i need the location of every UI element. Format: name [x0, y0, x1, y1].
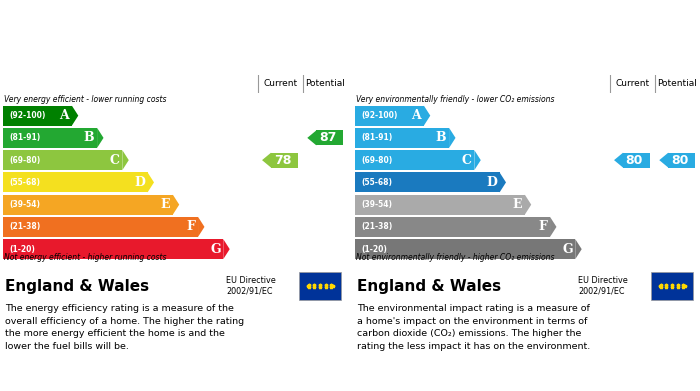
Text: D: D	[134, 176, 145, 189]
Bar	[355, 172, 500, 192]
Text: Environmental Impact (CO₂) Rating: Environmental Impact (CO₂) Rating	[357, 56, 603, 69]
Polygon shape	[659, 152, 668, 168]
Polygon shape	[198, 217, 204, 237]
Text: B: B	[436, 131, 447, 144]
Text: (1-20): (1-20)	[361, 245, 387, 254]
Polygon shape	[72, 106, 78, 126]
Text: (92-100): (92-100)	[361, 111, 398, 120]
Polygon shape	[173, 195, 179, 215]
Text: E: E	[512, 198, 522, 211]
Text: (39-54): (39-54)	[9, 200, 40, 209]
Text: Very environmentally friendly - lower CO₂ emissions: Very environmentally friendly - lower CO…	[356, 95, 554, 104]
Bar	[3, 128, 97, 148]
Text: (69-80): (69-80)	[9, 156, 41, 165]
Bar	[3, 195, 173, 215]
Polygon shape	[475, 150, 481, 170]
Text: 78: 78	[274, 154, 291, 167]
Text: EU Directive
2002/91/EC: EU Directive 2002/91/EC	[226, 276, 276, 296]
Text: Current: Current	[263, 79, 298, 88]
Bar	[668, 152, 696, 168]
Text: 87: 87	[319, 131, 336, 144]
Bar	[3, 217, 198, 237]
Text: England & Wales: England & Wales	[357, 278, 501, 294]
Text: The environmental impact rating is a measure of
a home's impact on the environme: The environmental impact rating is a mea…	[357, 304, 591, 352]
Text: (81-91): (81-91)	[9, 133, 41, 142]
Text: A: A	[60, 109, 69, 122]
Text: F: F	[538, 221, 547, 233]
Polygon shape	[262, 152, 271, 168]
Text: (1-20): (1-20)	[9, 245, 35, 254]
Text: Current: Current	[615, 79, 649, 88]
Text: Very energy efficient - lower running costs: Very energy efficient - lower running co…	[4, 95, 167, 104]
Text: (92-100): (92-100)	[9, 111, 46, 120]
Bar	[355, 128, 449, 148]
Polygon shape	[525, 195, 531, 215]
Text: G: G	[562, 243, 573, 256]
Polygon shape	[97, 128, 104, 148]
Text: (21-38): (21-38)	[361, 222, 392, 231]
Bar	[651, 272, 693, 300]
Text: C: C	[462, 154, 472, 167]
Bar	[355, 195, 525, 215]
Text: (81-91): (81-91)	[361, 133, 392, 142]
Polygon shape	[148, 172, 154, 192]
Bar	[316, 130, 344, 145]
Text: D: D	[486, 176, 497, 189]
Polygon shape	[307, 130, 316, 145]
Text: G: G	[210, 243, 220, 256]
Bar	[355, 217, 550, 237]
Text: The energy efficiency rating is a measure of the
overall efficiency of a home. T: The energy efficiency rating is a measur…	[5, 304, 244, 352]
Bar	[355, 150, 475, 170]
Text: F: F	[187, 221, 195, 233]
Bar	[271, 152, 298, 168]
Polygon shape	[122, 150, 129, 170]
Bar	[3, 106, 72, 126]
Bar	[3, 150, 122, 170]
Text: Potential: Potential	[657, 79, 697, 88]
Text: Not energy efficient - higher running costs: Not energy efficient - higher running co…	[4, 253, 167, 262]
Text: England & Wales: England & Wales	[5, 278, 149, 294]
Text: Not environmentally friendly - higher CO₂ emissions: Not environmentally friendly - higher CO…	[356, 253, 554, 262]
Bar	[3, 172, 148, 192]
Polygon shape	[449, 128, 456, 148]
Text: (39-54): (39-54)	[361, 200, 392, 209]
Text: (55-68): (55-68)	[9, 178, 40, 187]
Polygon shape	[424, 106, 430, 126]
Polygon shape	[614, 152, 623, 168]
Text: A: A	[412, 109, 421, 122]
Text: 80: 80	[626, 154, 643, 167]
Text: 80: 80	[671, 154, 688, 167]
Bar	[3, 239, 223, 259]
Text: (69-80): (69-80)	[361, 156, 392, 165]
Bar	[623, 152, 650, 168]
Polygon shape	[550, 217, 556, 237]
Polygon shape	[500, 172, 506, 192]
Text: B: B	[84, 131, 95, 144]
Text: C: C	[110, 154, 120, 167]
Polygon shape	[575, 239, 582, 259]
Bar	[355, 239, 575, 259]
Text: E: E	[161, 198, 170, 211]
Text: (21-38): (21-38)	[9, 222, 41, 231]
Text: Potential: Potential	[305, 79, 345, 88]
Text: (55-68): (55-68)	[361, 178, 392, 187]
Bar	[355, 106, 423, 126]
Polygon shape	[223, 239, 230, 259]
Text: Energy Efficiency Rating: Energy Efficiency Rating	[5, 56, 177, 69]
Bar	[300, 272, 341, 300]
Text: EU Directive
2002/91/EC: EU Directive 2002/91/EC	[578, 276, 628, 296]
